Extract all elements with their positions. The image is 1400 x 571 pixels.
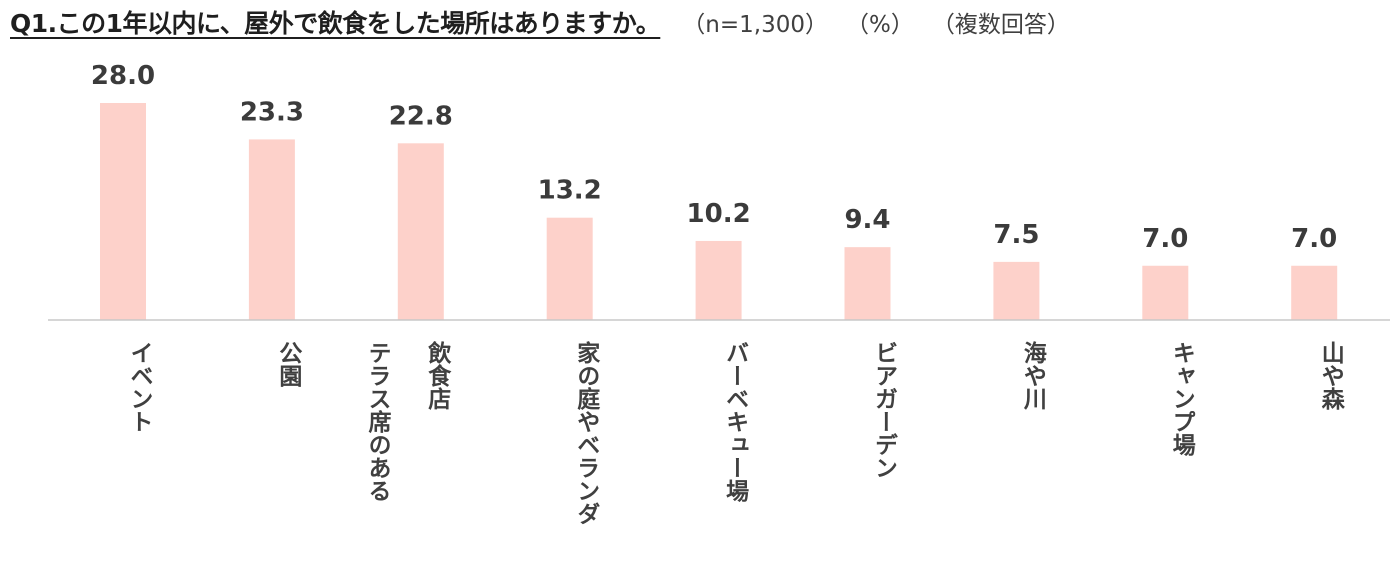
chart-header: Q1.この1年以内に、屋外で飲食をした場所はありますか。 （n=1,300） （… — [10, 4, 1070, 44]
bars-group — [100, 103, 1338, 320]
category-label-1: イベント — [126, 341, 154, 433]
bar-6 — [844, 247, 891, 320]
unit-label: （%） — [846, 12, 914, 38]
bar-9 — [1291, 265, 1338, 320]
category-label-8: キャンプ場 — [1168, 341, 1196, 457]
category-label-5: バーベキュー場 — [722, 341, 750, 503]
bar-1 — [100, 103, 146, 320]
value-label-9: 7.0 — [1291, 224, 1337, 254]
category-label-9: 山や森 — [1317, 341, 1345, 410]
bar-4 — [546, 217, 593, 320]
category-label-7: 海や川 — [1019, 340, 1047, 410]
value-label-6: 9.4 — [844, 205, 890, 235]
value-label-3: 22.8 — [389, 101, 453, 131]
value-label-1: 28.0 — [91, 61, 155, 91]
category-label-2: 公園 — [275, 341, 303, 387]
chart-title: Q1.この1年以内に、屋外で飲食をした場所はありますか。 — [10, 9, 661, 38]
bar-2 — [248, 139, 295, 320]
category-labels-group: イベント 公園 テラス席のある 飲食店 家の庭やベランダ バーベキュー場 ビアガーデン 海や川… — [126, 340, 1345, 525]
value-label-8: 7.0 — [1142, 224, 1188, 254]
bar-7 — [993, 261, 1040, 320]
bar-8 — [1142, 265, 1189, 320]
bar-5 — [695, 240, 742, 320]
sample-size-label: （n=1,300） — [682, 12, 828, 38]
category-label-6: ビアガーデン — [871, 341, 898, 479]
multiple-answer-note: （複数回答） — [931, 12, 1070, 38]
value-labels-group: 28.0 23.3 22.8 13.2 10.2 9.4 7.5 7.0 7.0 — [91, 61, 1337, 254]
category-label-4: 家の庭やベランダ — [573, 340, 601, 525]
value-label-4: 13.2 — [538, 176, 602, 206]
value-label-7: 7.5 — [993, 220, 1039, 250]
value-label-5: 10.2 — [687, 199, 751, 229]
bar-3 — [397, 143, 444, 320]
value-label-2: 23.3 — [240, 97, 304, 127]
category-label-3-line-1: テラス席のある — [364, 341, 392, 502]
category-label-3-line-2: 飲食店 — [424, 340, 453, 411]
